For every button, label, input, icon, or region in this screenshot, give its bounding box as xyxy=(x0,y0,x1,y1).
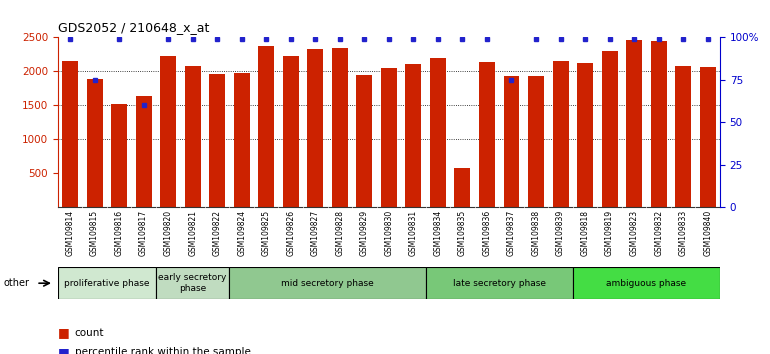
Bar xyxy=(160,56,176,207)
Text: GSM109840: GSM109840 xyxy=(703,210,712,256)
Text: GSM109825: GSM109825 xyxy=(262,210,271,256)
Text: GSM109816: GSM109816 xyxy=(115,210,123,256)
Text: count: count xyxy=(75,328,104,338)
Bar xyxy=(528,76,544,207)
Text: mid secretory phase: mid secretory phase xyxy=(281,279,374,288)
Bar xyxy=(229,267,426,299)
Text: GSM109838: GSM109838 xyxy=(531,210,541,256)
Bar xyxy=(479,62,495,207)
Text: GSM109814: GSM109814 xyxy=(65,210,75,256)
Bar xyxy=(136,96,152,207)
Text: GSM109826: GSM109826 xyxy=(286,210,295,256)
Text: GSM109828: GSM109828 xyxy=(335,210,344,256)
Bar xyxy=(504,76,520,207)
Bar xyxy=(357,75,373,207)
Text: ■: ■ xyxy=(58,326,69,339)
Bar xyxy=(307,50,323,207)
Bar xyxy=(626,40,642,207)
Bar xyxy=(62,61,78,207)
Text: other: other xyxy=(4,278,30,288)
Text: GSM109833: GSM109833 xyxy=(678,210,688,256)
Text: GSM109817: GSM109817 xyxy=(139,210,148,256)
Text: GDS2052 / 210648_x_at: GDS2052 / 210648_x_at xyxy=(58,21,209,34)
Text: GSM109822: GSM109822 xyxy=(213,210,222,256)
Text: late secretory phase: late secretory phase xyxy=(453,279,546,288)
Bar xyxy=(111,104,127,207)
Bar xyxy=(283,56,299,207)
Bar xyxy=(573,267,720,299)
Text: GSM109839: GSM109839 xyxy=(556,210,565,256)
Text: GSM109824: GSM109824 xyxy=(237,210,246,256)
Bar xyxy=(700,67,715,207)
Text: GSM109837: GSM109837 xyxy=(507,210,516,256)
Bar xyxy=(601,51,618,207)
Bar xyxy=(651,41,667,207)
Text: early secretory
phase: early secretory phase xyxy=(159,274,227,293)
Bar xyxy=(426,267,573,299)
Bar xyxy=(86,79,102,207)
Bar xyxy=(209,74,225,207)
Bar xyxy=(553,61,568,207)
Text: GSM109819: GSM109819 xyxy=(605,210,614,256)
Text: GSM109820: GSM109820 xyxy=(163,210,172,256)
Bar xyxy=(185,66,201,207)
Text: GSM109831: GSM109831 xyxy=(409,210,418,256)
Bar xyxy=(234,73,249,207)
Text: GSM109827: GSM109827 xyxy=(311,210,320,256)
Bar xyxy=(258,46,274,207)
Text: GSM109821: GSM109821 xyxy=(188,210,197,256)
Bar xyxy=(332,48,348,207)
Bar xyxy=(454,168,470,207)
Text: GSM109834: GSM109834 xyxy=(434,210,443,256)
Text: ■: ■ xyxy=(58,346,69,354)
Text: GSM109835: GSM109835 xyxy=(458,210,467,256)
Bar xyxy=(577,63,593,207)
Bar xyxy=(675,67,691,207)
Bar xyxy=(430,58,446,207)
Bar xyxy=(405,64,421,207)
Bar xyxy=(58,267,156,299)
Bar xyxy=(381,68,397,207)
Text: ambiguous phase: ambiguous phase xyxy=(606,279,686,288)
Text: GSM109830: GSM109830 xyxy=(384,210,393,256)
Text: GSM109829: GSM109829 xyxy=(360,210,369,256)
Text: proliferative phase: proliferative phase xyxy=(64,279,149,288)
Text: GSM109832: GSM109832 xyxy=(654,210,663,256)
Text: GSM109818: GSM109818 xyxy=(581,210,590,256)
Text: GSM109815: GSM109815 xyxy=(90,210,99,256)
Text: percentile rank within the sample: percentile rank within the sample xyxy=(75,347,250,354)
Bar xyxy=(156,267,229,299)
Text: GSM109823: GSM109823 xyxy=(630,210,638,256)
Text: GSM109836: GSM109836 xyxy=(483,210,491,256)
